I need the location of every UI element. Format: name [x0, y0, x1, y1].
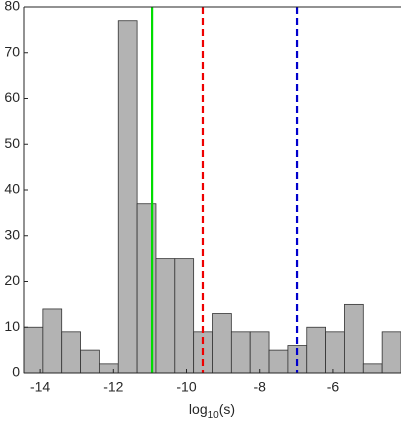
- x-label-subscript: 10: [208, 410, 220, 421]
- y-tick-label: 80: [4, 0, 20, 14]
- bar: [61, 331, 81, 374]
- bar: [249, 331, 270, 374]
- bar: [80, 349, 100, 374]
- x-label-rest: (s): [219, 401, 235, 417]
- x-tick-label: -10: [176, 379, 196, 395]
- x-tick-label: -12: [103, 379, 123, 395]
- y-tick-label: 50: [4, 135, 20, 151]
- bar: [230, 331, 251, 374]
- bar: [268, 349, 289, 374]
- bar: [117, 20, 138, 374]
- y-tick-label: 20: [4, 272, 20, 288]
- y-tick-label: 10: [4, 318, 20, 334]
- x-tick-label: -8: [253, 379, 266, 395]
- x-axis-label: log10(s): [189, 401, 235, 421]
- y-tick-label: 60: [4, 89, 20, 105]
- y-tick-label: 0: [12, 364, 20, 380]
- y-tick-label: 70: [4, 43, 20, 59]
- bar: [306, 326, 327, 374]
- bar: [42, 308, 63, 374]
- bar: [362, 363, 383, 374]
- bar: [99, 363, 119, 374]
- bar: [381, 331, 401, 374]
- x-tick-label: -14: [30, 379, 50, 395]
- bar: [325, 331, 345, 374]
- y-tick-label: 40: [4, 181, 20, 197]
- bar: [212, 313, 232, 374]
- y-tick-label: 30: [4, 226, 20, 242]
- x-tick-label: -6: [327, 379, 340, 395]
- bar: [344, 303, 364, 374]
- bar: [155, 258, 176, 374]
- bar: [174, 258, 195, 374]
- bar: [23, 326, 44, 374]
- x-label-base: log: [189, 401, 208, 417]
